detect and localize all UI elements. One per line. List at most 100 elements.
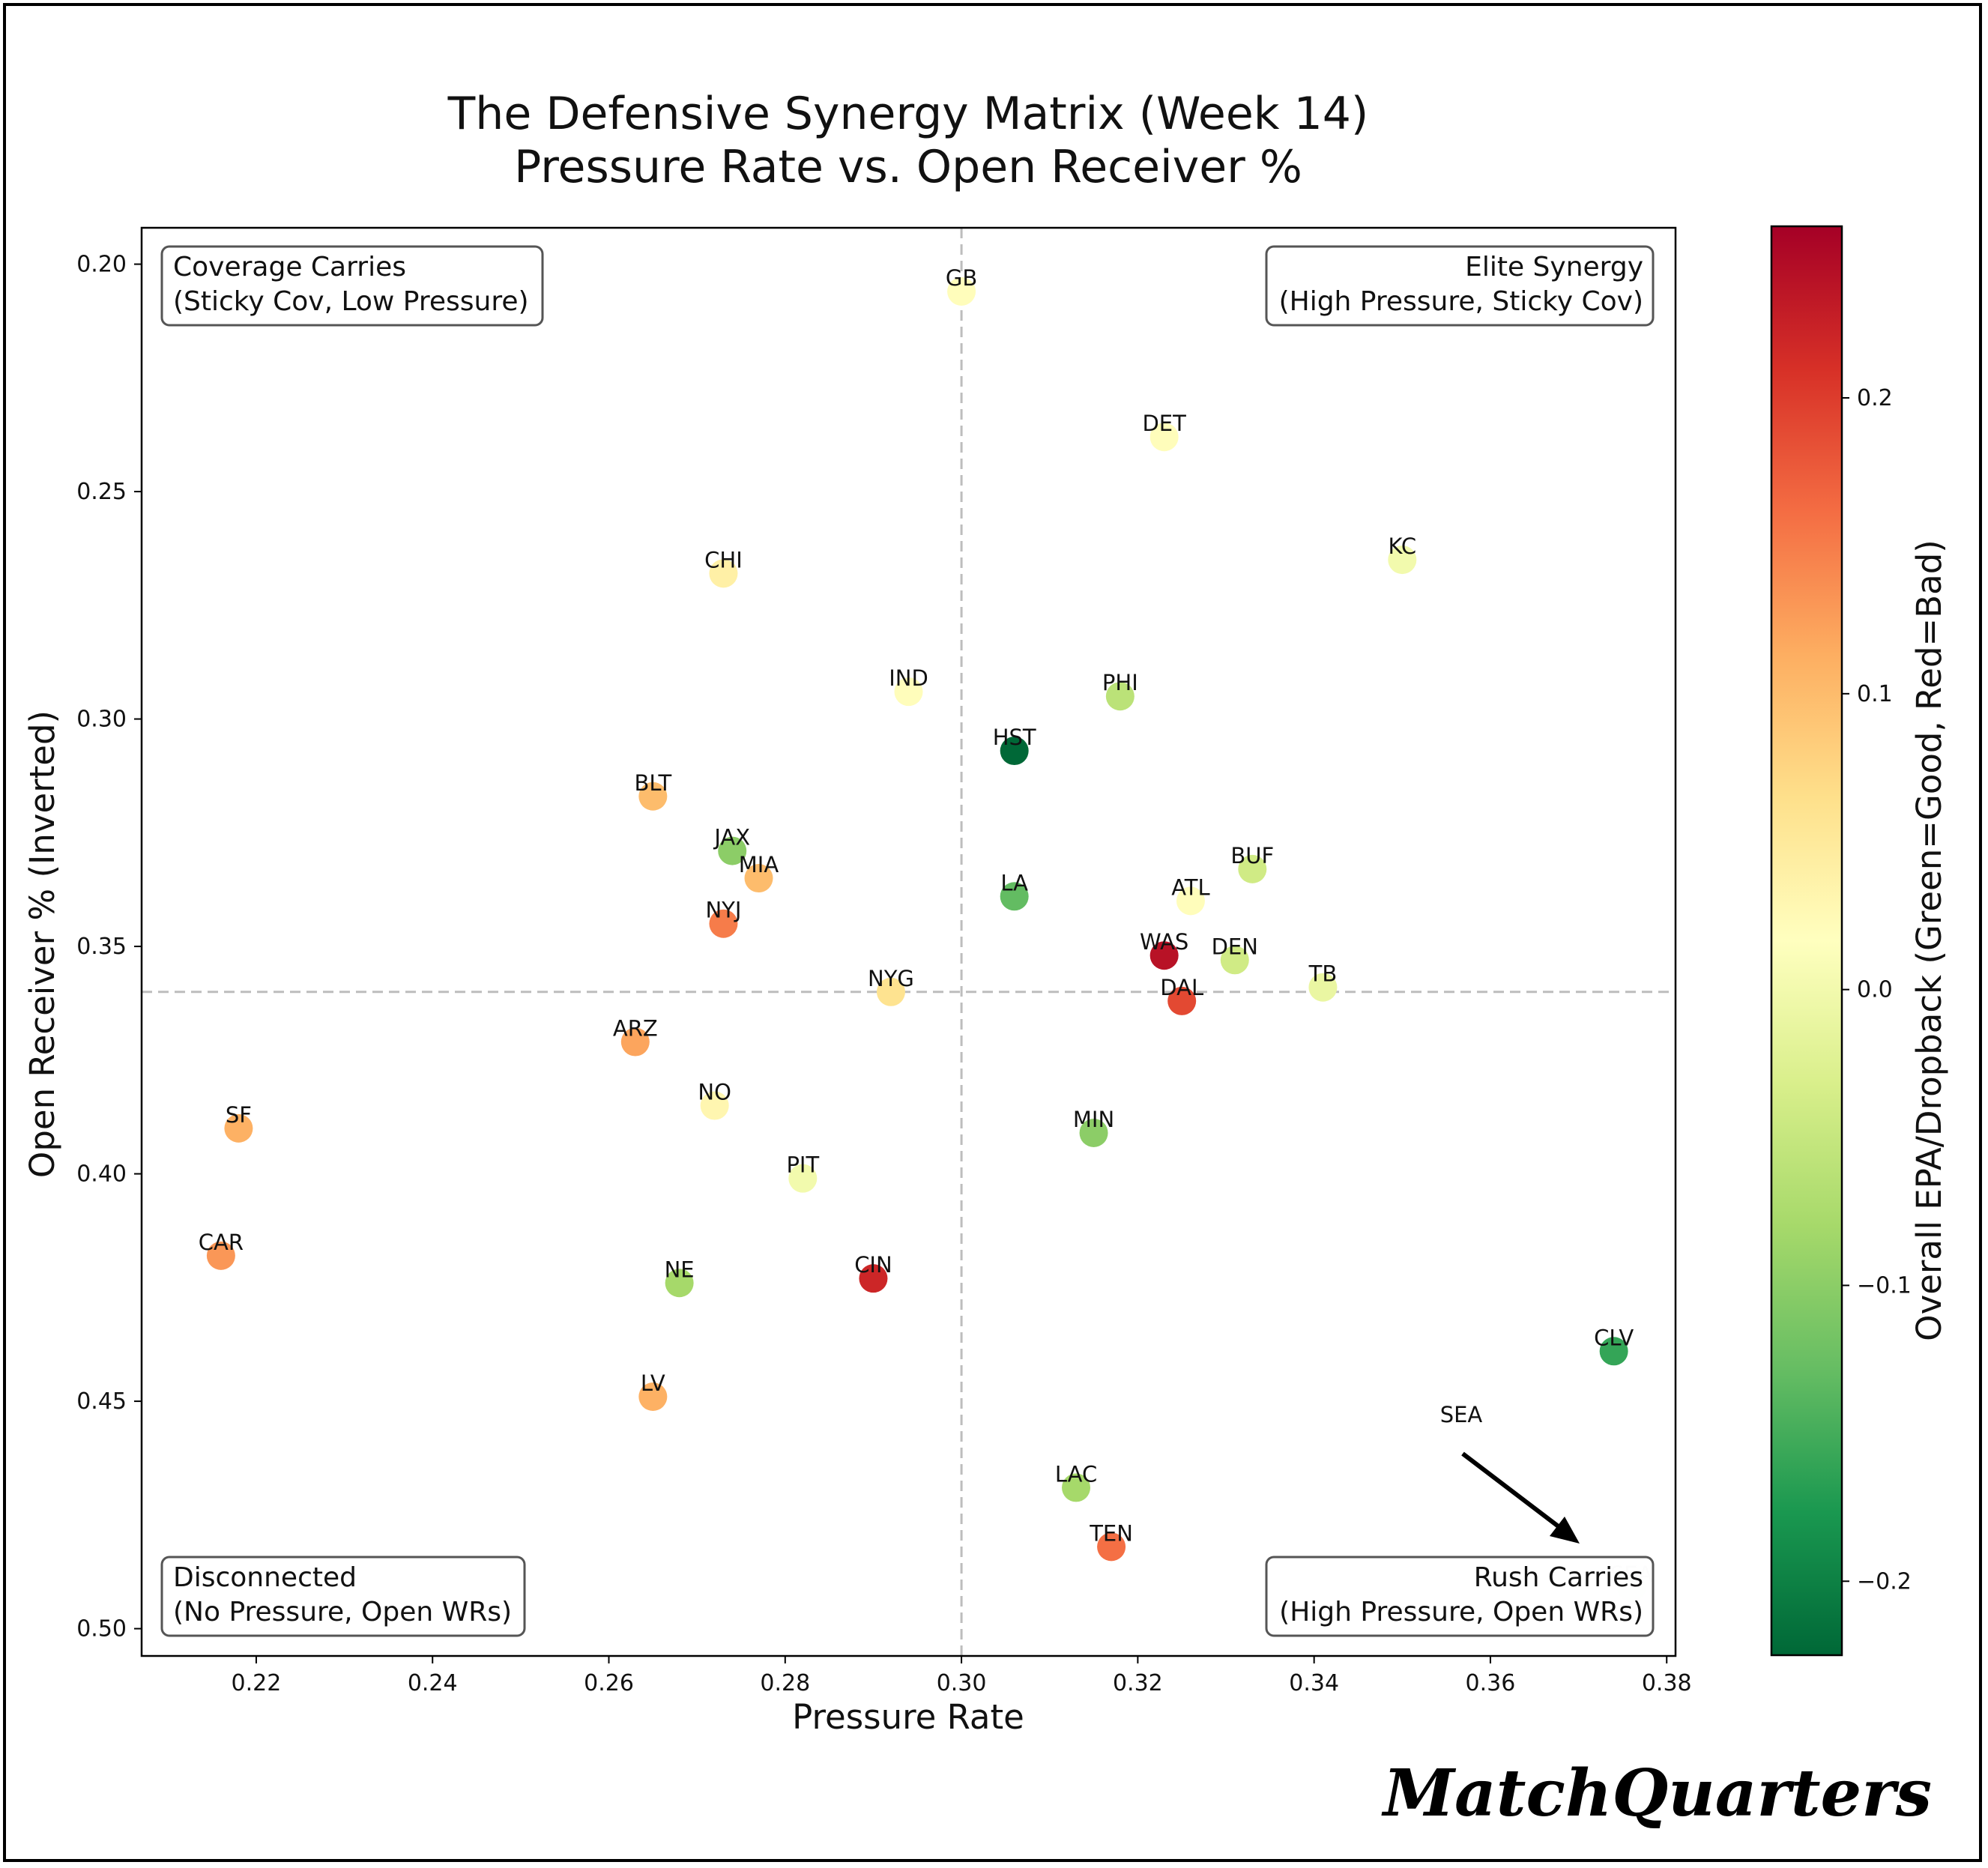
- x-tick-label: 0.28: [760, 1670, 810, 1696]
- y-tick-label: 0.40: [76, 1161, 127, 1188]
- data-point-blt: [638, 782, 668, 811]
- colorbar-tick-label: −0.1: [1857, 1272, 1912, 1299]
- y-tick-label: 0.45: [76, 1388, 127, 1415]
- point-label-hst: HST: [993, 725, 1036, 750]
- point-label-ten: TEN: [1089, 1520, 1133, 1546]
- x-tick-label: 0.30: [937, 1670, 987, 1696]
- quadrant-bottom-left: Disconnected (No Pressure, Open WRs): [160, 1556, 526, 1637]
- figure-frame: [3, 3, 1982, 1862]
- x-tick-label: 0.22: [232, 1670, 282, 1696]
- y-tick-label: 0.35: [76, 934, 127, 960]
- data-point-la: [1000, 882, 1029, 911]
- annotation-arrowhead: [1550, 1517, 1580, 1544]
- point-label-phi: PHI: [1102, 670, 1138, 695]
- colorbar-tick-label: −0.2: [1857, 1568, 1912, 1595]
- point-label-no: NO: [698, 1080, 731, 1105]
- y-axis-ticks: 0.20 0.25 0.30 0.35 0.40 0.45 0.50: [76, 252, 142, 1642]
- annotation-text: SEA: [1440, 1402, 1483, 1427]
- point-label-car: CAR: [199, 1230, 244, 1255]
- quadrant-title: Coverage Carries: [173, 252, 406, 282]
- point-label-lac: LAC: [1055, 1461, 1097, 1487]
- data-point-den: [1220, 946, 1249, 975]
- data-point-no: [700, 1091, 729, 1120]
- x-tick-label: 0.24: [408, 1670, 458, 1696]
- x-tick-label: 0.32: [1113, 1670, 1163, 1696]
- x-axis-ticks: 0.22 0.24 0.26 0.28 0.30 0.32 0.34 0.36 0.38: [232, 1656, 1692, 1696]
- point-label-kc: KC: [1388, 534, 1416, 559]
- point-label-clv: CLV: [1594, 1325, 1634, 1350]
- data-point-was: [1149, 941, 1179, 970]
- x-tick-label: 0.26: [584, 1670, 634, 1696]
- y-axis-label: Open Receiver % (Inverted): [22, 710, 62, 1178]
- point-label-atl: ATL: [1171, 874, 1209, 900]
- data-point-ne: [665, 1269, 694, 1298]
- data-point-lac: [1062, 1473, 1091, 1502]
- x-axis-label: Pressure Rate: [792, 1697, 1024, 1737]
- colorbar-label: Overall EPA/Dropback (Green=Good, Red=Ba…: [1909, 539, 1949, 1341]
- plot-area-border: [140, 226, 1677, 1657]
- point-label-la: LA: [1000, 870, 1028, 895]
- point-label-was: WAS: [1140, 929, 1188, 955]
- point-label-ind: IND: [889, 665, 928, 691]
- y-tick-label: 0.50: [76, 1616, 127, 1642]
- quadrant-subtitle: (High Pressure, Open WRs): [1279, 1597, 1643, 1627]
- scatter-points: [206, 276, 1646, 1602]
- point-label-gb: GB: [946, 265, 977, 291]
- quadrant-title: Elite Synergy: [1465, 252, 1643, 282]
- quadrant-box: [160, 245, 544, 327]
- data-point-pit: [788, 1164, 818, 1193]
- colorbar-tick-label: 0.1: [1857, 681, 1893, 707]
- data-point-ind: [894, 677, 923, 707]
- data-point-kc: [1388, 545, 1417, 575]
- x-tick-label: 0.38: [1642, 1670, 1692, 1696]
- colorbar: [1770, 225, 1843, 1657]
- chart-subtitle: Pressure Rate vs. Open Receiver %: [514, 141, 1302, 193]
- data-point-chi: [709, 559, 738, 588]
- team-labels: GB DET KC CHI IND PHI HST BLT JAX BUF MIA LA ATL NYJ W…: [199, 265, 1653, 1587]
- data-point-cin: [859, 1264, 888, 1293]
- data-point-hst: [1000, 737, 1029, 766]
- quadrant-top-right: Elite Synergy (High Pressure, Sticky Cov…: [1265, 245, 1655, 327]
- data-point-buf: [1238, 854, 1267, 883]
- point-label-pit: PIT: [786, 1152, 819, 1178]
- brand-logo: MatchQuarters: [1381, 1756, 1932, 1831]
- point-label-mia: MIA: [739, 852, 779, 877]
- data-point-nyg: [876, 977, 905, 1006]
- data-point-car: [206, 1241, 235, 1270]
- quadrant-subtitle: (No Pressure, Open WRs): [173, 1597, 512, 1627]
- sea-annotation: SEA: [1440, 1402, 1580, 1544]
- quadrant-top-left: Coverage Carries (Sticky Cov, Low Pressu…: [160, 245, 544, 327]
- point-label-den: DEN: [1212, 934, 1258, 959]
- colorbar-tick-label: 0.0: [1857, 977, 1893, 1003]
- quadrant-box: [160, 1556, 526, 1637]
- quadrant-bottom-right: Rush Carries (High Pressure, Open WRs): [1265, 1556, 1655, 1637]
- y-tick-label: 0.20: [76, 252, 127, 278]
- point-label-sf: SF: [226, 1102, 252, 1128]
- point-label-jax: JAX: [713, 825, 750, 850]
- data-point-ten: [1097, 1532, 1126, 1562]
- x-tick-label: 0.36: [1466, 1670, 1516, 1696]
- x-tick-label: 0.34: [1289, 1670, 1339, 1696]
- point-label-lv: LV: [641, 1370, 665, 1396]
- data-point-sf: [224, 1113, 253, 1143]
- y-tick-label: 0.25: [76, 479, 127, 505]
- point-label-arz: ARZ: [613, 1016, 658, 1042]
- quadrant-title: Rush Carries: [1474, 1562, 1643, 1593]
- quadrant-subtitle: (Sticky Cov, Low Pressure): [173, 286, 529, 317]
- point-label-ne: NE: [665, 1257, 695, 1282]
- data-point-clv: [1599, 1337, 1628, 1366]
- data-point-det: [1149, 423, 1179, 452]
- data-point-lv: [638, 1382, 668, 1412]
- reference-lines: [142, 228, 1676, 1656]
- point-label-nyj: NYJ: [705, 898, 741, 923]
- data-point-atl: [1176, 886, 1205, 916]
- quadrant-labels: Coverage Carries (Sticky Cov, Low Pressu…: [160, 245, 1655, 1637]
- data-point-arz: [620, 1027, 650, 1057]
- colorbar-ticks: 0.2 0.1 0.0 −0.1 −0.2: [1842, 385, 1912, 1595]
- point-label-cin: CIN: [854, 1252, 892, 1278]
- quadrant-box: [1265, 245, 1655, 327]
- annotation-arrow-shaft: [1461, 1451, 1571, 1537]
- data-point-dal: [1167, 986, 1197, 1015]
- data-point-gb: [947, 276, 976, 306]
